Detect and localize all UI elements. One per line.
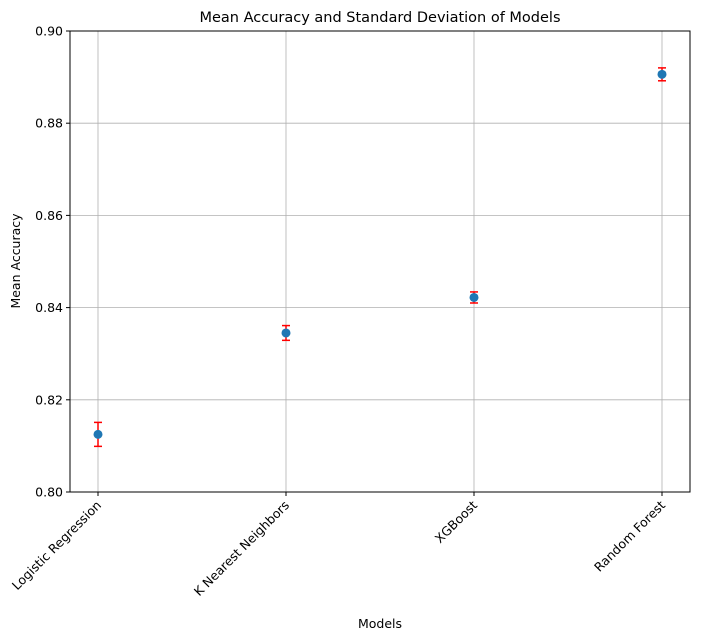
y-axis-label: Mean Accuracy — [8, 213, 23, 309]
data-point — [93, 429, 103, 439]
y-tick-label: 0.88 — [35, 116, 63, 131]
x-tick-label: XGBoost — [432, 497, 481, 546]
y-tick-label: 0.90 — [35, 24, 63, 39]
y-tick-label: 0.82 — [35, 392, 63, 407]
data-point — [657, 69, 667, 79]
y-tick-label: 0.86 — [35, 208, 63, 223]
data-point — [469, 292, 479, 302]
grid-layer — [70, 31, 690, 492]
data-points — [93, 69, 667, 439]
x-tick-label: K Nearest Neighbors — [191, 498, 292, 599]
y-tick-label: 0.84 — [35, 300, 63, 315]
y-tick-label: 0.80 — [35, 485, 63, 500]
y-ticks: 0.80 0.82 0.84 0.86 0.88 0.90 — [35, 24, 70, 500]
x-tick-label: Logistic Regression — [9, 498, 104, 593]
data-point — [281, 328, 291, 338]
x-tick-label: Random Forest — [591, 497, 668, 574]
error-bars — [94, 67, 666, 448]
plot-frame — [69, 30, 691, 493]
x-ticks: Logistic Regression K Nearest Neighbors XG… — [9, 492, 668, 599]
chart-title: Mean Accuracy and Standard Deviation of … — [199, 10, 560, 26]
x-axis-label: Models — [358, 616, 402, 631]
